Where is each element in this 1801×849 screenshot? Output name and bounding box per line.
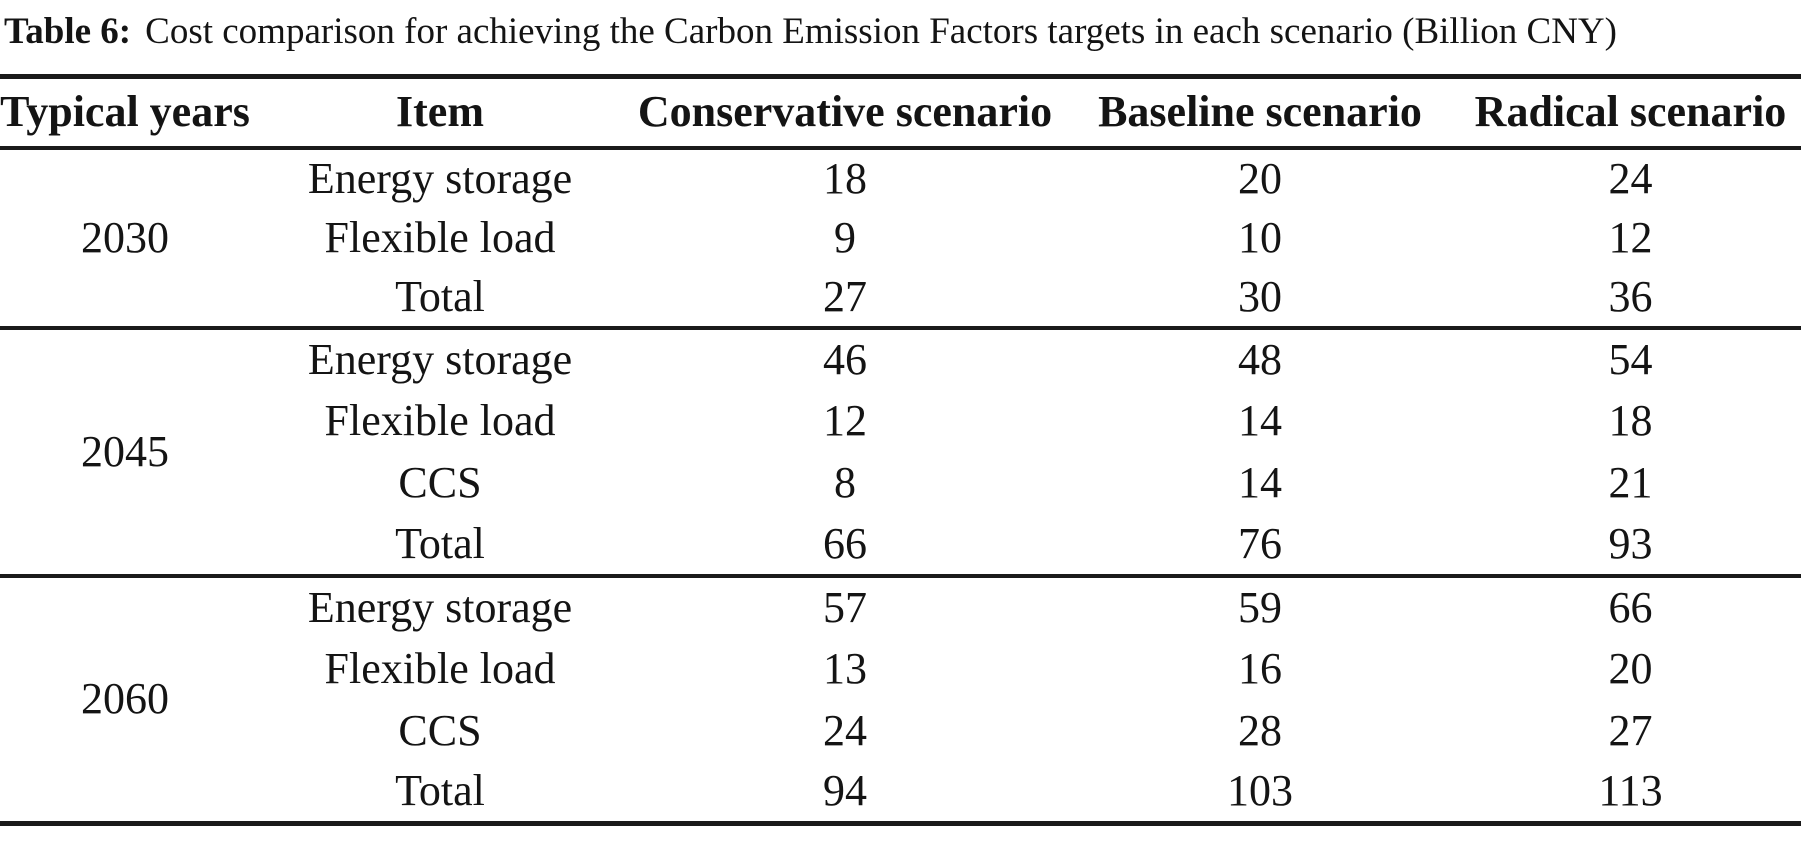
table-caption-label: Table 6: — [4, 11, 132, 52]
year-cell: 2045 — [81, 426, 169, 476]
value-cell: 14 — [1238, 457, 1282, 507]
item-cell: Total — [395, 766, 485, 816]
value-cell: 76 — [1238, 518, 1282, 568]
value-cell: 66 — [823, 518, 867, 568]
column-header-item: Item — [396, 87, 484, 137]
value-cell: 103 — [1227, 766, 1293, 816]
item-cell: Flexible load — [324, 212, 556, 262]
value-cell: 57 — [823, 582, 867, 632]
value-cell: 36 — [1608, 271, 1653, 321]
table-row: Total 66 76 93 — [0, 514, 1801, 576]
item-cell: CCS — [398, 457, 482, 507]
table-row: Flexible load 9 10 12 — [0, 208, 1801, 268]
value-cell: 28 — [1238, 705, 1282, 755]
value-cell: 18 — [1608, 395, 1653, 445]
value-cell: 113 — [1598, 766, 1663, 816]
value-cell: 12 — [1608, 212, 1653, 262]
value-cell: 94 — [823, 766, 867, 816]
value-cell: 14 — [1238, 395, 1282, 445]
value-cell: 48 — [1238, 334, 1282, 384]
value-cell: 24 — [823, 705, 867, 755]
value-cell: 59 — [1238, 582, 1282, 632]
item-cell: Energy storage — [307, 153, 573, 203]
item-cell: Flexible load — [324, 395, 556, 445]
table-row: 2045 Energy storage 46 48 54 — [0, 328, 1801, 473]
table-row: Total 94 103 113 — [0, 762, 1801, 824]
value-cell: 30 — [1238, 271, 1282, 321]
table-caption-text: Cost comparison for achieving the Carbon… — [145, 11, 1617, 52]
item-cell: CCS — [398, 705, 482, 755]
table-row: Flexible load 13 16 20 — [0, 638, 1801, 700]
value-cell: 54 — [1608, 334, 1653, 384]
item-cell: Total — [395, 271, 485, 321]
value-cell: 12 — [823, 395, 867, 445]
column-header-conservative-scenario: Conservative scenario — [637, 87, 1053, 137]
cost-comparison-table: Typical years Item Conservative scenario… — [0, 74, 1801, 826]
table-header: Typical years Item Conservative scenario… — [0, 77, 1801, 148]
year-cell: 2060 — [81, 674, 169, 724]
year-cell: 2030 — [81, 212, 169, 262]
table-row: Flexible load 12 14 18 — [0, 390, 1801, 452]
column-header-radical-scenario: Radical scenario — [1474, 87, 1787, 137]
table-row: 2030 Energy storage 18 20 24 — [0, 148, 1801, 259]
year-section-2045: 2045 Energy storage 46 48 54 Flexible lo… — [0, 328, 1801, 576]
value-cell: 27 — [1608, 705, 1653, 755]
value-cell: 21 — [1608, 457, 1653, 507]
value-cell: 10 — [1238, 212, 1282, 262]
value-cell: 93 — [1608, 518, 1653, 568]
table-caption: Table 6: Cost comparison for achieving th… — [0, 0, 1801, 74]
year-section-2030: 2030 Energy storage 18 20 24 Flexible lo… — [0, 148, 1801, 328]
item-cell: Energy storage — [307, 334, 573, 384]
table-row: 2060 Energy storage 57 59 66 — [0, 576, 1801, 721]
value-cell: 13 — [823, 643, 867, 693]
item-cell: Energy storage — [307, 582, 573, 632]
value-cell: 18 — [823, 153, 867, 203]
table-row: CCS 8 14 21 — [0, 452, 1801, 514]
value-cell: 8 — [834, 457, 856, 507]
header-row: Typical years Item Conservative scenario… — [0, 77, 1801, 148]
value-cell: 20 — [1238, 153, 1282, 203]
item-cell: Total — [395, 518, 485, 568]
table-row: Total 27 30 36 — [0, 268, 1801, 328]
table-row: CCS 24 28 27 — [0, 700, 1801, 762]
value-cell: 16 — [1238, 643, 1282, 693]
column-header-typical-years: Typical years — [0, 87, 250, 137]
item-cell: Flexible load — [324, 643, 556, 693]
value-cell: 27 — [823, 271, 867, 321]
year-section-2060: 2060 Energy storage 57 59 66 Flexible lo… — [0, 576, 1801, 824]
value-cell: 24 — [1608, 153, 1653, 203]
value-cell: 9 — [834, 212, 856, 262]
column-header-baseline-scenario: Baseline scenario — [1098, 87, 1422, 137]
value-cell: 66 — [1608, 582, 1653, 632]
value-cell: 20 — [1608, 643, 1653, 693]
value-cell: 46 — [823, 334, 867, 384]
